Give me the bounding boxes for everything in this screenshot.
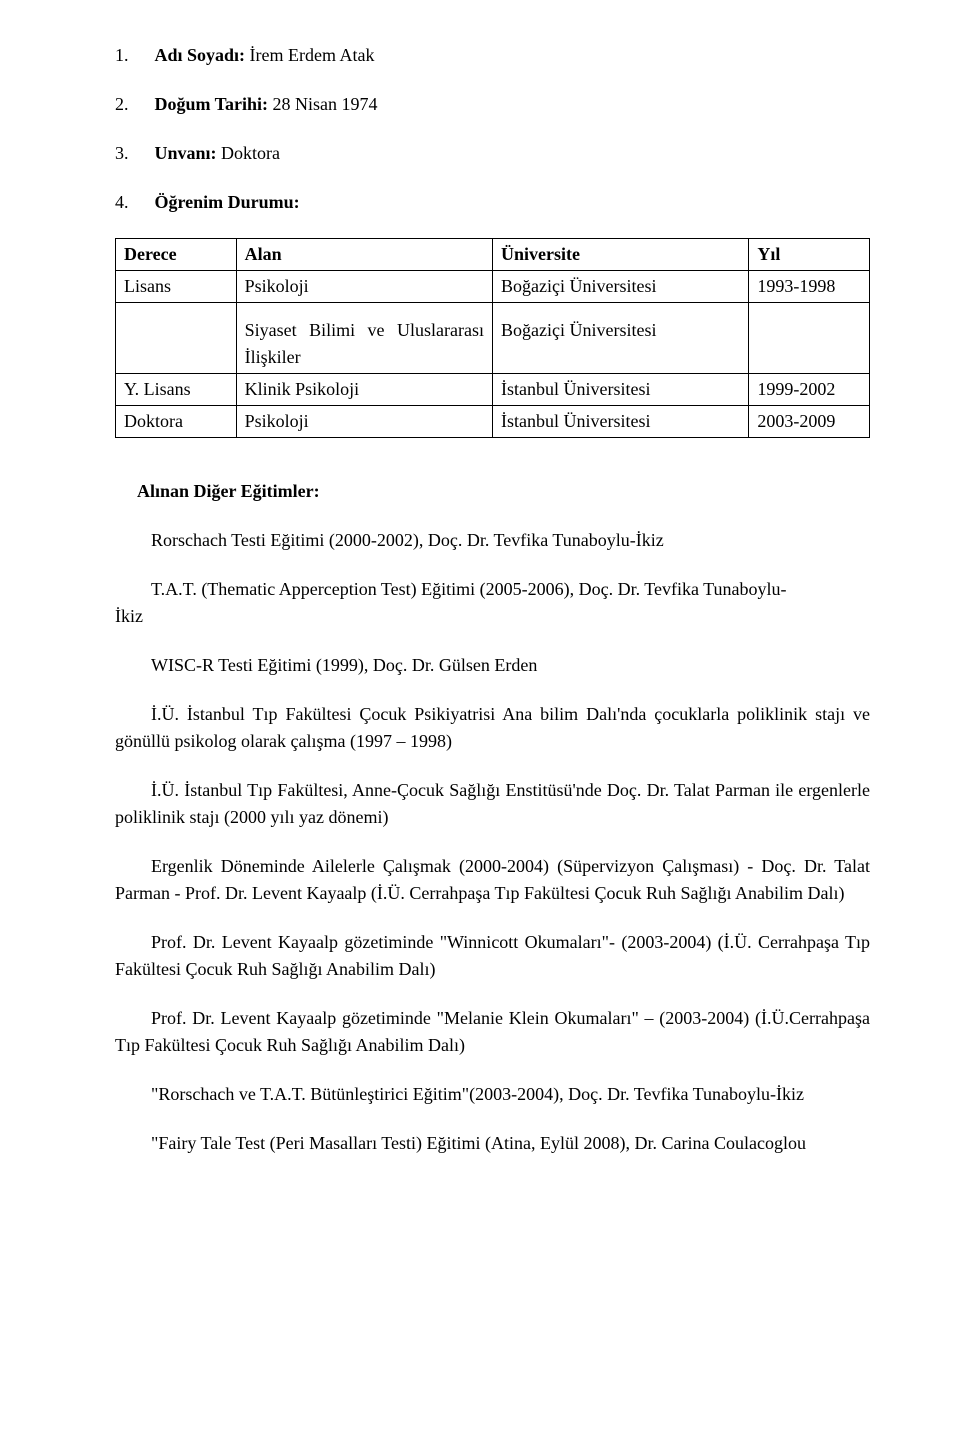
cell: Boğaziçi Üniversitesi: [492, 271, 748, 303]
table-row: Y. Lisans Klinik Psikoloji İstanbul Üniv…: [116, 374, 870, 406]
training-item: T.A.T. (Thematic Apperception Test) Eğit…: [115, 576, 870, 630]
cell: 2003-2009: [749, 406, 870, 438]
cell: İstanbul Üniversitesi: [492, 406, 748, 438]
cell: Psikoloji: [236, 271, 492, 303]
col-field: Alan: [236, 239, 492, 271]
cv-item-education: 4. Öğrenim Durumu:: [115, 189, 870, 216]
item-number: 2.: [115, 91, 150, 118]
item-number: 1.: [115, 42, 150, 69]
cell: [236, 303, 492, 316]
line: T.A.T. (Thematic Apperception Test) Eğit…: [115, 576, 870, 603]
table-row: Lisans Psikoloji Boğaziçi Üniversitesi 1…: [116, 271, 870, 303]
training-item: İ.Ü. İstanbul Tıp Fakültesi, Anne-Çocuk …: [115, 777, 870, 831]
item-label: Unvanı:: [155, 143, 217, 163]
cell: [116, 303, 237, 316]
training-item: Prof. Dr. Levent Kayaalp gözetiminde "Me…: [115, 1005, 870, 1059]
item-value: İrem Erdem Atak: [250, 45, 375, 65]
cell: [116, 315, 237, 374]
col-year: Yıl: [749, 239, 870, 271]
item-number: 4.: [115, 189, 150, 216]
training-item: Ergenlik Döneminde Ailelerle Çalışmak (2…: [115, 853, 870, 907]
item-number: 3.: [115, 140, 150, 167]
col-degree: Derece: [116, 239, 237, 271]
col-university: Üniversite: [492, 239, 748, 271]
item-value: Doktora: [221, 143, 280, 163]
cv-item-name: 1. Adı Soyadı: İrem Erdem Atak: [115, 42, 870, 69]
cell: Klinik Psikoloji: [236, 374, 492, 406]
cell: [749, 303, 870, 316]
training-item: "Fairy Tale Test (Peri Masalları Testi) …: [115, 1130, 870, 1157]
cell: Lisans: [116, 271, 237, 303]
item-label: Doğum Tarihi:: [155, 94, 269, 114]
cv-item-title: 3. Unvanı: Doktora: [115, 140, 870, 167]
table-row-gap: [116, 303, 870, 316]
cell: Boğaziçi Üniversitesi: [492, 315, 748, 374]
cv-item-birthdate: 2. Doğum Tarihi: 28 Nisan 1974: [115, 91, 870, 118]
training-item: "Rorschach ve T.A.T. Bütünleştirici Eğit…: [115, 1081, 870, 1108]
cell: 1999-2002: [749, 374, 870, 406]
table-header-row: Derece Alan Üniversite Yıl: [116, 239, 870, 271]
item-label: Öğrenim Durumu:: [155, 192, 300, 212]
training-item: Rorschach Testi Eğitimi (2000-2002), Doç…: [115, 527, 870, 554]
cell: [492, 303, 748, 316]
education-table: Derece Alan Üniversite Yıl Lisans Psikol…: [115, 238, 870, 438]
training-item: İ.Ü. İstanbul Tıp Fakültesi Çocuk Psikiy…: [115, 701, 870, 755]
cell: Psikoloji: [236, 406, 492, 438]
training-item: Prof. Dr. Levent Kayaalp gözetiminde "Wi…: [115, 929, 870, 983]
subheading-other-trainings: Alınan Diğer Eğitimler:: [137, 478, 870, 505]
cell: Siyaset Bilimi ve Uluslararası İlişkiler: [236, 315, 492, 374]
item-value: 28 Nisan 1974: [273, 94, 378, 114]
cell: 1993-1998: [749, 271, 870, 303]
cell: Doktora: [116, 406, 237, 438]
training-item: WISC-R Testi Eğitimi (1999), Doç. Dr. Gü…: [115, 652, 870, 679]
cell: [749, 315, 870, 374]
table-row: Siyaset Bilimi ve Uluslararası İlişkiler…: [116, 315, 870, 374]
item-label: Adı Soyadı:: [155, 45, 246, 65]
line: İkiz: [115, 603, 870, 630]
table-row: Doktora Psikoloji İstanbul Üniversitesi …: [116, 406, 870, 438]
cell: Y. Lisans: [116, 374, 237, 406]
cell: İstanbul Üniversitesi: [492, 374, 748, 406]
